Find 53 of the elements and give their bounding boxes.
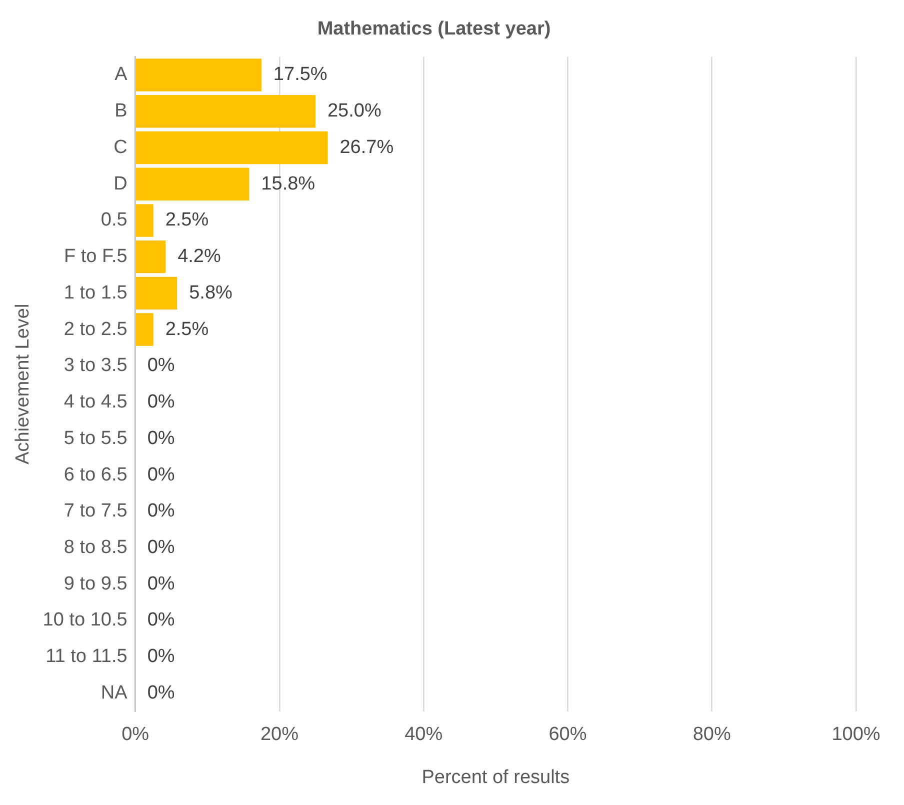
y-tick-label: C bbox=[114, 136, 128, 158]
data-label: 0% bbox=[147, 392, 175, 413]
data-label: 4.2% bbox=[178, 246, 221, 268]
y-tick-label: D bbox=[114, 173, 128, 194]
x-tick-label: 0% bbox=[122, 724, 150, 746]
y-tick-label: 10 to 10.5 bbox=[42, 610, 128, 631]
y-tick-label: 1 to 1.5 bbox=[64, 282, 128, 304]
bar bbox=[136, 204, 154, 237]
y-tick-label: B bbox=[114, 100, 128, 122]
y-tick-label: 2 to 2.5 bbox=[64, 318, 128, 340]
y-tick-label: 3 to 3.5 bbox=[64, 355, 128, 376]
x-tick-label: 40% bbox=[404, 724, 443, 746]
y-tick-label: 6 to 6.5 bbox=[64, 464, 128, 486]
bar bbox=[136, 276, 178, 310]
bar bbox=[136, 240, 166, 274]
data-label: 0% bbox=[147, 646, 175, 668]
data-label: 0% bbox=[147, 573, 175, 594]
y-tick-label: F to F.5 bbox=[64, 246, 128, 268]
data-label: 0% bbox=[147, 536, 175, 558]
x-tick-label: 60% bbox=[548, 724, 587, 746]
y-tick-label: 8 to 8.5 bbox=[64, 536, 128, 558]
y-tick-label: 0.5 bbox=[100, 210, 128, 231]
data-label: 17.5% bbox=[273, 64, 328, 86]
bar bbox=[136, 313, 154, 346]
data-label: 0% bbox=[147, 428, 175, 449]
data-label: 0% bbox=[147, 682, 175, 704]
y-tick-label: 5 to 5.5 bbox=[64, 428, 128, 449]
data-label: 25.0% bbox=[327, 100, 382, 122]
x-axis-title: Percent of results bbox=[422, 766, 570, 788]
y-tick-label: 4 to 4.5 bbox=[64, 392, 128, 413]
x-tick-label: 100% bbox=[832, 724, 880, 746]
x-tick-label: 20% bbox=[260, 724, 299, 746]
data-label: 5.8% bbox=[189, 282, 233, 304]
y-axis-title: Achievement Level bbox=[12, 304, 34, 464]
data-label: 26.7% bbox=[340, 136, 394, 158]
x-tick-label: 80% bbox=[692, 724, 731, 746]
data-label: 2.5% bbox=[165, 210, 209, 231]
data-label: 2.5% bbox=[165, 318, 209, 340]
bar bbox=[136, 94, 316, 128]
bar bbox=[136, 58, 262, 92]
data-label: 0% bbox=[147, 355, 175, 376]
y-tick-label: NA bbox=[100, 682, 128, 704]
data-label: 0% bbox=[147, 610, 175, 631]
bar bbox=[136, 131, 328, 164]
y-tick-label: A bbox=[114, 64, 128, 86]
bar bbox=[136, 168, 250, 200]
data-label: 0% bbox=[147, 464, 175, 486]
y-tick-label: 11 to 11.5 bbox=[46, 646, 128, 668]
data-label: 0% bbox=[147, 500, 175, 522]
y-tick-label: 7 to 7.5 bbox=[64, 500, 128, 522]
y-tick-label: 9 to 9.5 bbox=[64, 573, 128, 594]
data-label: 15.8% bbox=[261, 173, 316, 194]
chart-title: Mathematics (Latest year) bbox=[317, 18, 551, 40]
